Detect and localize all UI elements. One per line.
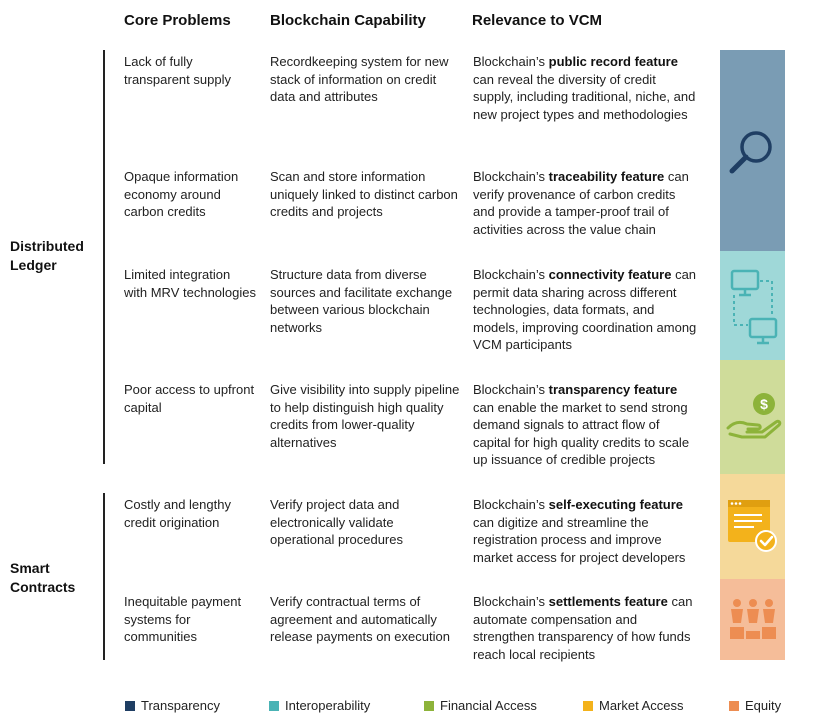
capability-cell: Give visibility into supply pipeline to … xyxy=(270,382,460,450)
problem-cell: Costly and lengthy credit origination xyxy=(124,497,231,530)
relevance-cell: Blockchain’s self-executing feature can … xyxy=(473,497,686,565)
distributed-ledger-bracket xyxy=(103,50,105,464)
connected-monitors-icon xyxy=(730,269,778,345)
capability-cell: Verify project data and electronically v… xyxy=(270,497,403,547)
group-label-distributed-ledger: Distributed Ledger xyxy=(10,238,84,273)
magnifier-icon xyxy=(729,131,772,174)
legend-item-market-access: Market Access xyxy=(583,698,684,713)
header-core-problems: Core Problems xyxy=(124,12,231,29)
problem-cell: Inequitable payment systems for communit… xyxy=(124,594,242,644)
problem-cell: Limited integration with MRV technologie… xyxy=(124,267,256,300)
relevance-cell: Blockchain’s connectivity feature can pe… xyxy=(473,267,697,352)
feature-name: transparency feature xyxy=(548,382,678,397)
feature-name: traceability feature xyxy=(548,169,665,184)
legend-swatch xyxy=(424,700,434,711)
legend-swatch xyxy=(729,700,739,711)
transparency-block xyxy=(720,50,785,251)
problem-cell: Opaque information economy around carbon… xyxy=(124,169,239,219)
equity-block xyxy=(720,579,785,660)
problem-cell: Lack of fully transparent supply xyxy=(124,54,231,87)
problem-cell: Poor access to upfront capital xyxy=(124,382,255,415)
header-blockchain-capability: Blockchain Capability xyxy=(270,12,426,29)
legend-swatch xyxy=(125,700,135,711)
relevance-cell: Blockchain’s transparency feature can en… xyxy=(473,382,690,467)
interoperability-block xyxy=(720,251,785,360)
feature-name: connectivity feature xyxy=(548,267,672,282)
capability-cell: Verify contractual terms of agreement an… xyxy=(270,594,450,644)
feature-name: public record feature xyxy=(548,54,678,69)
financial-access-block: $ xyxy=(720,360,785,474)
feature-name: self-executing feature xyxy=(548,497,684,512)
legend-item-transparency: Transparency xyxy=(125,698,220,713)
relevance-cell: Blockchain’s settlements feature can aut… xyxy=(473,594,693,662)
feature-name: settlements feature xyxy=(548,594,668,609)
capability-cell: Recordkeeping system for new stack of in… xyxy=(270,54,449,104)
legend-swatch xyxy=(583,700,593,711)
legend-item-financial-access: Financial Access xyxy=(424,698,537,713)
document-check-icon xyxy=(728,500,777,552)
smart-contracts-bracket xyxy=(103,493,105,660)
relevance-cell: Blockchain’s traceability feature can ve… xyxy=(473,169,689,237)
people-podium-icon xyxy=(730,599,776,639)
hand-coin-icon: $ xyxy=(726,393,782,439)
market-access-block xyxy=(720,474,785,579)
group-label-smart-contracts: Smart Contracts xyxy=(10,560,76,595)
legend-item-equity: Equity xyxy=(729,698,781,713)
capability-cell: Scan and store information uniquely link… xyxy=(270,169,458,219)
relevance-cell: Blockchain’s public record feature can r… xyxy=(473,54,696,122)
svg-text:$: $ xyxy=(760,396,768,412)
legend-swatch xyxy=(269,700,279,711)
legend-item-interoperability: Interoperability xyxy=(269,698,370,713)
capability-cell: Structure data from diverse sources and … xyxy=(270,267,453,335)
header-relevance-to-vcm: Relevance to VCM xyxy=(472,12,603,29)
